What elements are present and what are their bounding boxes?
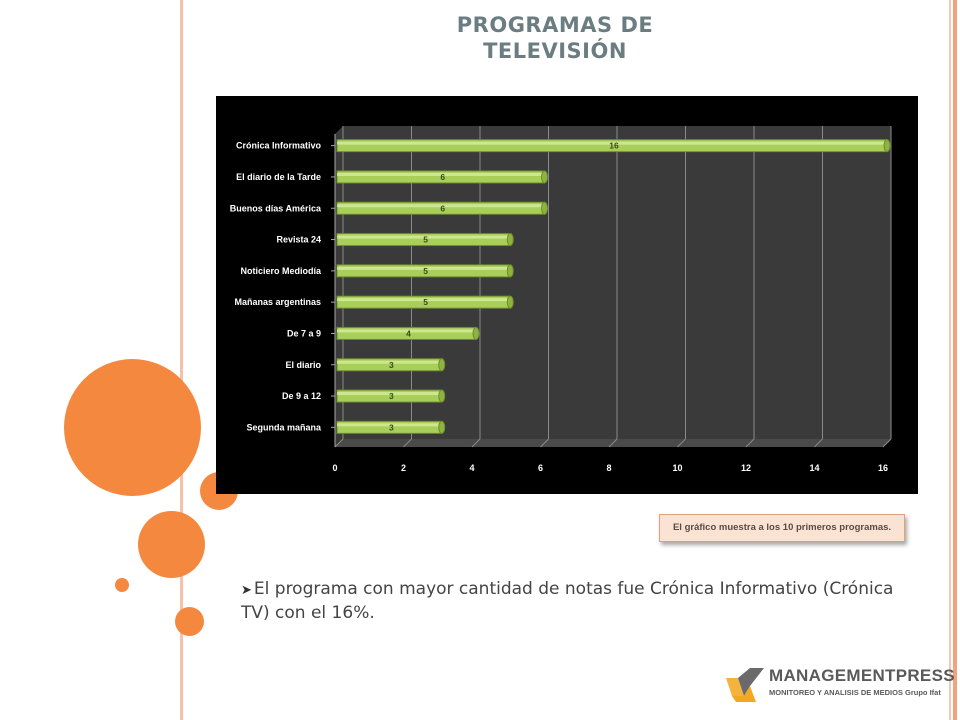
x-tick-label: 4 <box>469 463 474 473</box>
bar-cap <box>506 264 514 278</box>
bar-highlight <box>337 266 511 270</box>
category-label: Mañanas argentinas <box>234 297 321 307</box>
arrow-bullet-icon: ➤ <box>241 583 252 598</box>
data-label: 3 <box>389 360 394 370</box>
bar-cap <box>472 326 480 340</box>
category-label: De 9 a 12 <box>282 391 321 401</box>
bar-cap <box>438 389 446 403</box>
gridline-floor <box>471 438 481 448</box>
data-label: 5 <box>423 297 428 307</box>
logo-tagline: MONITOREO Y ANALISIS DE MEDIOS Grupo Ifa… <box>769 688 941 697</box>
bar-highlight <box>337 172 545 176</box>
data-label: 16 <box>609 141 619 151</box>
bar-highlight <box>337 423 442 427</box>
x-tick-label: 2 <box>401 463 406 473</box>
x-tick-label: 0 <box>332 463 337 473</box>
page-title: PROGRAMAS DE TELEVISIÓN <box>420 12 690 64</box>
bar-chart: 0 2 4 6 8 10 12 14 16 Crónica Informativo 16 El dia… <box>230 126 892 473</box>
data-label: 5 <box>423 235 428 245</box>
decorative-circle-medium-2 <box>138 511 205 578</box>
x-tick-label: 14 <box>809 463 819 473</box>
category-label: Noticiero Mediodía <box>240 266 322 276</box>
decorative-circle-large <box>64 359 201 496</box>
data-label: 3 <box>389 422 394 432</box>
bar-highlight <box>337 298 511 302</box>
category-label: El diario de la Tarde <box>236 172 321 182</box>
category-label: Segunda mañana <box>246 422 322 432</box>
bar-cap <box>438 420 446 434</box>
bar-highlight <box>337 235 511 239</box>
x-tick-label: 10 <box>672 463 682 473</box>
bar-highlight <box>337 329 476 333</box>
data-label: 6 <box>440 172 445 182</box>
x-tick-label: 12 <box>741 463 751 473</box>
gridline-floor <box>403 438 412 448</box>
decorative-circle-small-2 <box>175 607 204 636</box>
gridline-floor <box>540 438 549 448</box>
logo-mark-icon <box>726 668 764 702</box>
decorative-circle-small <box>115 578 129 592</box>
x-tick-label: 16 <box>878 463 888 473</box>
gridline-floor <box>334 438 344 448</box>
bar-cap <box>438 358 446 372</box>
right-decorative-rule <box>949 0 951 720</box>
left-decorative-rule <box>180 0 183 720</box>
bar-cap <box>883 139 891 153</box>
company-logo: MANAGEMENTPRESS MONITOREO Y ANALISIS DE … <box>724 662 960 712</box>
gridline-floor <box>814 438 823 448</box>
category-label: Buenos días América <box>230 203 322 213</box>
chart-panel: 0 2 4 6 8 10 12 14 16 Crónica Informativo 16 El dia… <box>216 96 918 494</box>
data-label: 4 <box>406 328 411 338</box>
gridline-floor <box>745 438 755 448</box>
x-tick-label: 6 <box>538 463 543 473</box>
bar-highlight <box>337 360 442 364</box>
gridline-floor <box>677 438 686 448</box>
bar-cap <box>541 201 548 215</box>
bar-cap <box>506 295 514 309</box>
category-label: Revista 24 <box>276 235 321 245</box>
bar-highlight <box>337 141 887 145</box>
summary-text: El programa con mayor cantidad de notas … <box>241 579 894 623</box>
gridline-floor <box>882 438 892 448</box>
data-label: 6 <box>440 203 445 213</box>
title-line-1: PROGRAMAS DE <box>456 13 654 37</box>
x-tick-label: 8 <box>606 463 611 473</box>
category-label: De 7 a 9 <box>287 328 321 338</box>
logo-name: MANAGEMENTPRESS <box>769 666 955 685</box>
bar-highlight <box>337 392 442 396</box>
right-decorative-rule-thick <box>953 0 957 720</box>
category-label: Crónica Informativo <box>236 141 322 151</box>
gridline-floor <box>608 438 618 448</box>
data-label: 3 <box>389 391 394 401</box>
bar-cap <box>541 170 548 184</box>
bar-highlight <box>337 204 545 208</box>
category-label: El diario <box>285 360 321 370</box>
bar-cap <box>506 233 514 247</box>
title-line-2: TELEVISIÓN <box>483 39 627 63</box>
summary-bullet: ➤ El programa con mayor cantidad de notas… <box>241 578 901 624</box>
chart-note: El gráfico muestra a los 10 primeros pro… <box>659 514 905 542</box>
data-label: 5 <box>423 266 428 276</box>
